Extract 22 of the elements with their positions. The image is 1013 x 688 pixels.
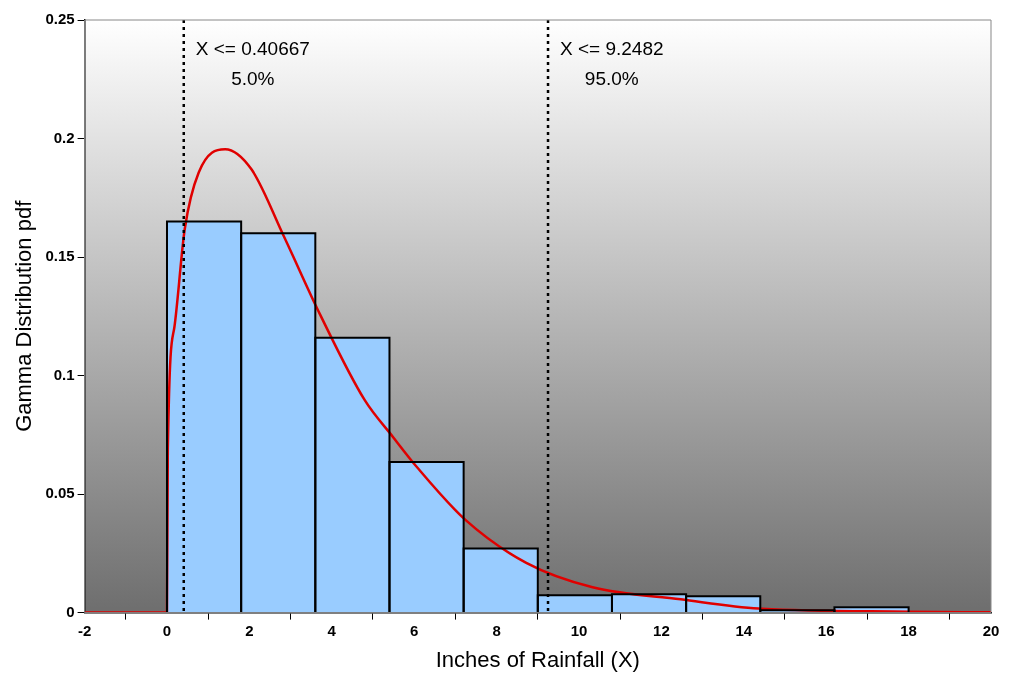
y-tick-label: 0.05 — [45, 484, 75, 502]
ref-line-label: X <= 9.2482 95.0% — [560, 38, 664, 90]
x-tick-label: 8 — [492, 621, 501, 639]
x-tick-label: 2 — [245, 621, 254, 639]
y-tick-label: 0.15 — [45, 247, 75, 265]
ref-line-label: X <= 0.40667 5.0% — [195, 38, 310, 90]
y-axis-title: Gamma Distribution pdf — [11, 199, 37, 432]
y-tick-label: 0 — [66, 602, 75, 620]
y-tick-label: 0.1 — [53, 365, 75, 383]
x-tick-label: 18 — [900, 621, 917, 639]
x-tick-label: 16 — [817, 621, 835, 639]
x-tick-label: 20 — [982, 621, 1000, 639]
x-tick-label: -2 — [77, 621, 92, 639]
x-axis-title: Inches of Rainfall (X) — [435, 646, 640, 672]
y-tick-label: 0.2 — [53, 128, 75, 146]
x-tick-label: 0 — [162, 621, 172, 639]
x-tick-label: 14 — [735, 621, 753, 639]
x-tick-label: 6 — [410, 621, 419, 639]
x-tick-label: 4 — [327, 621, 337, 639]
x-tick-label: 12 — [653, 621, 670, 639]
x-tick-label: 10 — [570, 621, 588, 639]
y-tick-label: 0.25 — [45, 10, 75, 28]
